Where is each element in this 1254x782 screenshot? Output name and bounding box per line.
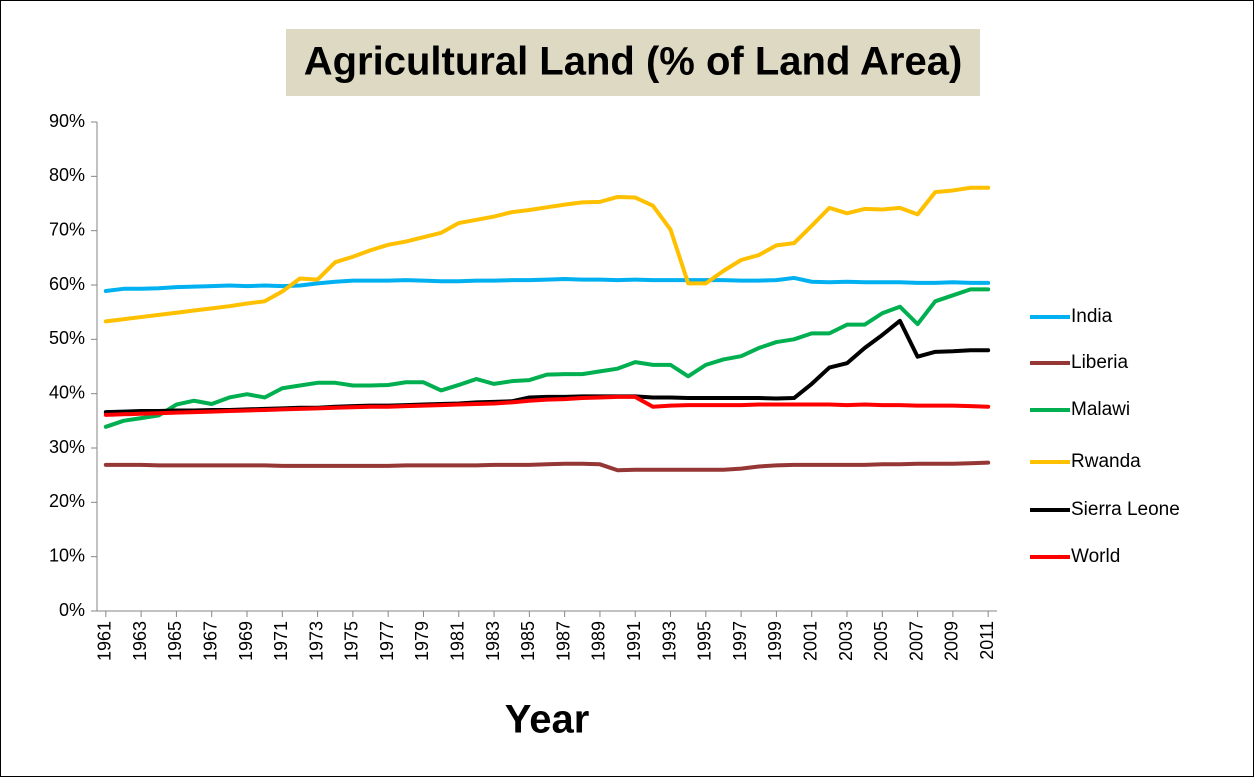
series-line <box>103 185 991 324</box>
legend-label: Rwanda <box>1071 451 1141 472</box>
x-tick-label: 1985 <box>518 621 538 661</box>
series-line <box>103 394 991 417</box>
y-tick-label: 50% <box>49 328 85 348</box>
y-tick-label: 0% <box>59 600 85 620</box>
x-tick-label: 1977 <box>377 621 397 661</box>
x-tick-label: 2011 <box>977 621 997 660</box>
x-axis-title: Year <box>505 698 590 742</box>
x-tick-label: 1997 <box>730 621 750 661</box>
legend-label: India <box>1071 306 1113 327</box>
x-tick-label: 1989 <box>589 621 609 661</box>
x-tick-label: 2003 <box>836 621 856 661</box>
title-box <box>286 29 980 96</box>
x-tick-label: 1981 <box>448 621 468 661</box>
y-tick-label: 20% <box>49 491 85 511</box>
x-tick-label: 1987 <box>553 621 573 661</box>
x-tick-label: 2009 <box>942 621 962 661</box>
y-tick-label: 10% <box>49 545 85 565</box>
y-tick-label: 40% <box>49 382 85 402</box>
x-tick-label: 1979 <box>412 621 432 661</box>
x-tick-label: 1983 <box>483 621 503 661</box>
y-tick-label: 30% <box>49 437 85 457</box>
x-tick-label: 1963 <box>130 621 150 661</box>
x-tick-label: 1975 <box>342 621 362 661</box>
legend-label: Sierra Leone <box>1071 499 1180 520</box>
x-tick-label: 1973 <box>306 621 326 661</box>
legend-label: Malawi <box>1071 399 1130 420</box>
chart-title: Agricultural Land (% of Land Area) <box>304 40 963 84</box>
series-line <box>103 275 991 293</box>
y-tick-label: 80% <box>49 165 85 185</box>
x-tick-label: 1993 <box>659 621 679 661</box>
x-tick-label: 1967 <box>200 621 220 661</box>
x-tick-label: 1971 <box>271 621 291 661</box>
series-line <box>103 460 991 473</box>
legend-label: Liberia <box>1071 352 1128 373</box>
x-tick-label: 1969 <box>236 621 256 661</box>
x-tick-label: 1961 <box>95 621 115 661</box>
y-tick-label: 60% <box>49 274 85 294</box>
x-tick-label: 1999 <box>765 621 785 661</box>
x-tick-label: 1995 <box>695 621 715 661</box>
y-tick-label: 90% <box>49 111 85 131</box>
series-line <box>103 287 991 429</box>
x-tick-label: 2001 <box>800 621 820 661</box>
x-tick-label: 2005 <box>871 621 891 661</box>
x-tick-label: 1965 <box>165 621 185 661</box>
y-tick-label: 70% <box>49 219 85 239</box>
legend-label: World <box>1071 546 1120 567</box>
x-tick-label: 2007 <box>906 621 926 661</box>
x-tick-label: 1991 <box>624 621 644 661</box>
